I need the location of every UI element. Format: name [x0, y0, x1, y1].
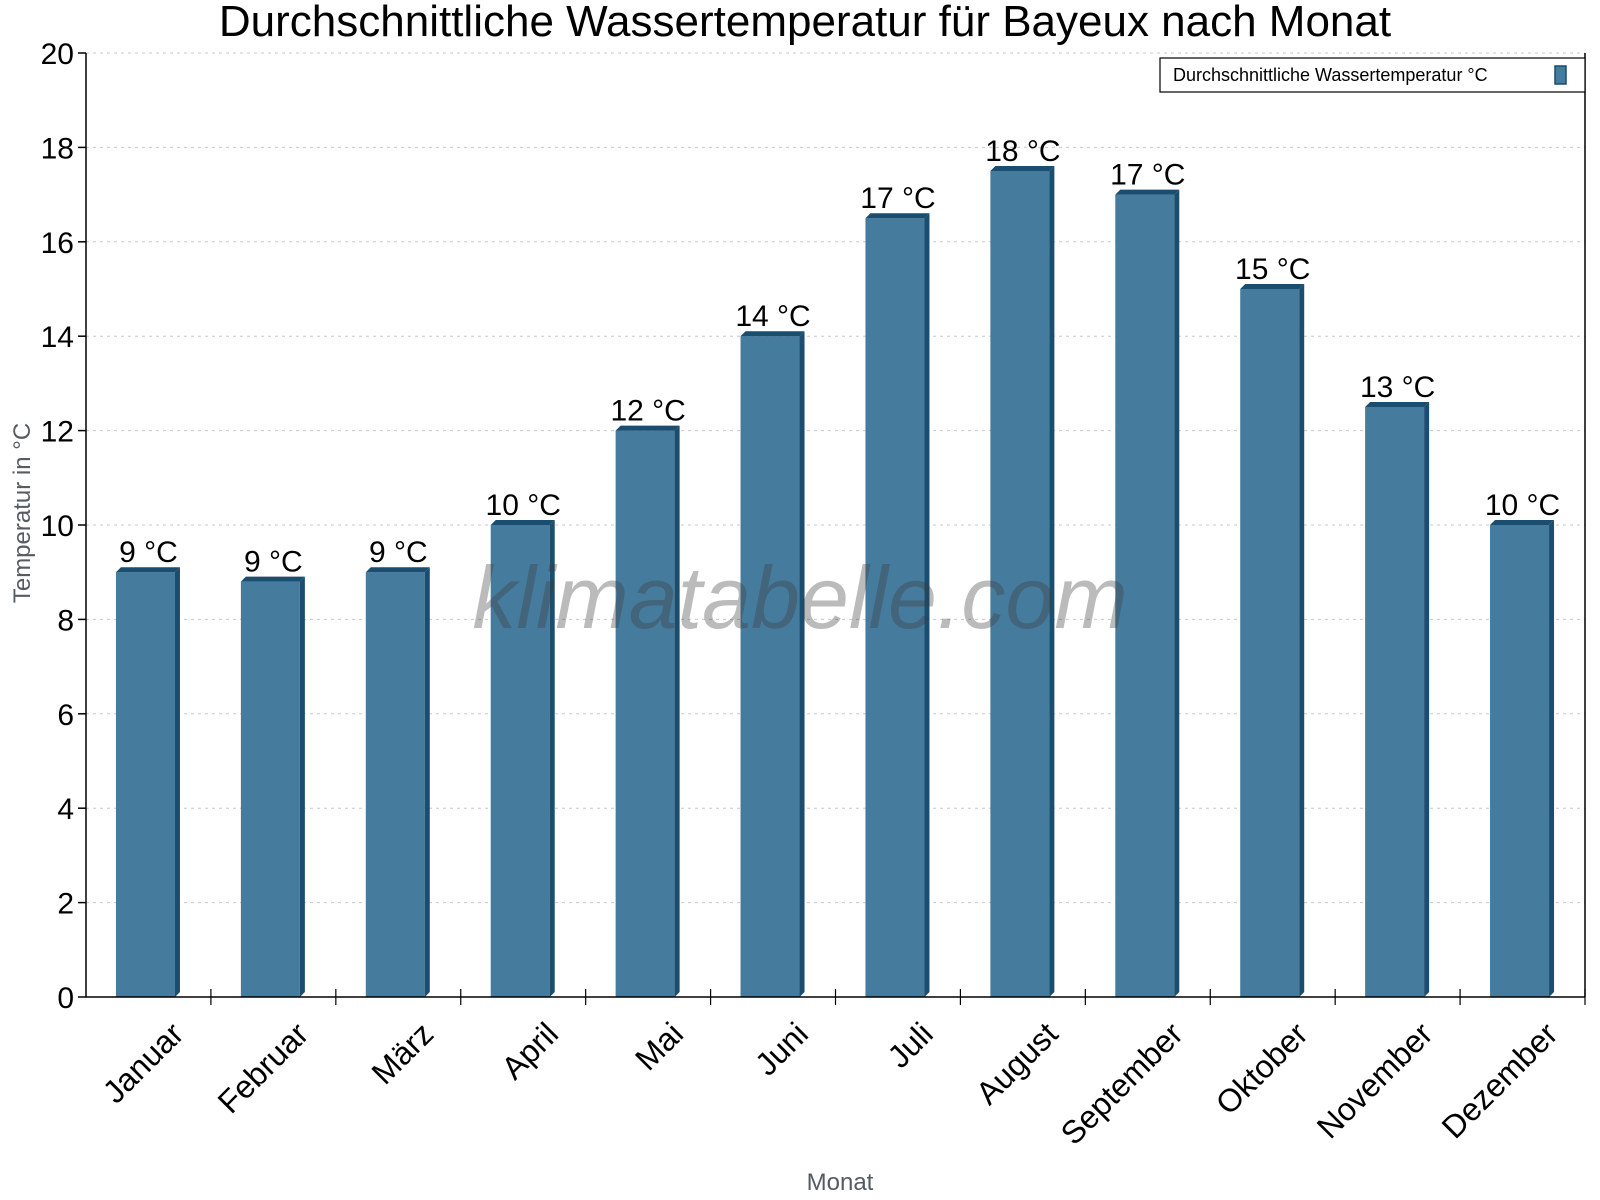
data-label: 18 °C	[985, 135, 1060, 168]
bars: 9 °C 9 °C 9 °C 10 °C 12 °C 14 °C 17 °C 18 °C 17 …	[115, 135, 1560, 998]
bar-februar: 9 °C	[240, 546, 305, 997]
y-tick-label: 2	[57, 888, 74, 921]
y-axis-title: Temperatur in °C	[9, 423, 36, 603]
bar-september: 17 °C	[1110, 159, 1185, 998]
bar-front	[490, 525, 550, 997]
data-label: 17 °C	[1110, 159, 1185, 192]
bar-top	[1115, 189, 1180, 195]
x-tick-label: Mai	[628, 1015, 690, 1077]
bar-side	[1174, 189, 1180, 998]
x-tick-label: März	[364, 1015, 440, 1091]
bar-side	[174, 567, 180, 997]
data-label: 13 °C	[1360, 371, 1435, 404]
x-axis-title: Monat	[807, 1169, 874, 1196]
bar-dezember: 10 °C	[1485, 489, 1560, 997]
x-tick-label: Juni	[748, 1015, 815, 1082]
bar-top	[1490, 520, 1555, 525]
data-label: 14 °C	[735, 300, 810, 333]
data-label: 15 °C	[1235, 253, 1310, 286]
bar-front	[1365, 407, 1425, 997]
y-tick-label: 14	[41, 321, 74, 354]
bar-top	[240, 576, 305, 582]
data-label: 9 °C	[244, 546, 303, 579]
bar-juni: 14 °C	[735, 300, 811, 997]
bar-front	[240, 581, 300, 997]
y-tick-label: 0	[57, 982, 74, 1015]
bar-side	[799, 331, 805, 997]
bar-top	[990, 166, 1055, 171]
data-label: 9 °C	[119, 536, 178, 569]
bar-top	[1365, 402, 1430, 407]
x-tick-label: Dezember	[1435, 1015, 1565, 1145]
bar-top	[740, 331, 805, 337]
bar-top	[1240, 284, 1305, 289]
gridlines	[86, 52, 1585, 904]
bar-top	[865, 213, 930, 219]
y-tick-label: 20	[41, 38, 74, 71]
bar-front	[865, 218, 925, 997]
bar-top	[365, 567, 430, 573]
bar-top	[115, 567, 180, 573]
y-tick-label: 4	[57, 793, 74, 826]
bar-top	[490, 520, 555, 525]
bar-front	[990, 171, 1050, 997]
y-tick-label: 10	[41, 510, 74, 543]
bar-april: 10 °C	[486, 489, 561, 997]
bar-side	[674, 425, 680, 998]
x-tick-label: August	[969, 1015, 1065, 1111]
bar-front	[1240, 289, 1300, 997]
bar-side	[924, 213, 930, 997]
x-tick-label: Februar	[211, 1015, 316, 1120]
bar-side	[1049, 166, 1055, 997]
bar-front	[740, 336, 800, 997]
bar-august: 18 °C	[985, 135, 1061, 997]
x-tick-label: April	[494, 1015, 565, 1086]
x-axis-ticks: Januar Februar März April Mai Juni Juli AugustS…	[96, 989, 1586, 1152]
chart-title: Durchschnittliche Wassertemperatur für B…	[219, 0, 1391, 46]
legend-label: Durchschnittliche Wassertemperatur °C	[1173, 65, 1488, 85]
bar-side	[1549, 520, 1555, 997]
y-tick-label: 18	[41, 132, 74, 165]
legend-box	[1159, 57, 1586, 93]
bar-november: 13 °C	[1360, 371, 1435, 997]
bar-mai: 12 °C	[610, 395, 686, 998]
bar-front	[365, 572, 425, 997]
bar-juli: 17 °C	[860, 182, 936, 997]
y-tick-label: 6	[57, 699, 74, 732]
y-tick-label: 8	[57, 604, 74, 637]
x-tick-label: Januar	[96, 1015, 191, 1110]
bar-oktober: 15 °C	[1235, 253, 1310, 997]
data-label: 9 °C	[369, 536, 428, 569]
bar-front	[1115, 194, 1175, 998]
bar-januar: 9 °C	[115, 536, 180, 997]
bar-front	[615, 430, 675, 998]
bar-side	[1299, 284, 1305, 997]
y-tick-label: 16	[41, 227, 74, 260]
bar-top	[615, 425, 680, 431]
x-tick-label: Juli	[880, 1015, 939, 1074]
bar-side	[424, 567, 430, 997]
data-label: 10 °C	[1485, 489, 1560, 522]
x-tick-label: Oktober	[1209, 1015, 1315, 1121]
watermark: klimatabelle.com	[472, 548, 1127, 647]
bar-side	[549, 520, 555, 997]
bar-front	[115, 572, 175, 997]
bar-märz: 9 °C	[365, 536, 430, 997]
legend: Durchschnittliche Wassertemperatur °C	[1159, 57, 1586, 93]
bar-side	[299, 576, 305, 997]
data-label: 12 °C	[610, 395, 685, 428]
y-tick-label: 12	[41, 416, 74, 449]
bar-front	[1490, 525, 1550, 997]
x-tick-label: November	[1310, 1015, 1440, 1145]
y-axis-ticks: 0 2 4 6 8 10 12 14 16 18 20	[41, 38, 86, 1015]
data-label: 17 °C	[860, 182, 935, 215]
bar-side	[1424, 402, 1430, 997]
legend-swatch-icon	[1554, 65, 1567, 85]
data-label: 10 °C	[486, 489, 561, 522]
x-tick-label: September	[1054, 1015, 1190, 1151]
